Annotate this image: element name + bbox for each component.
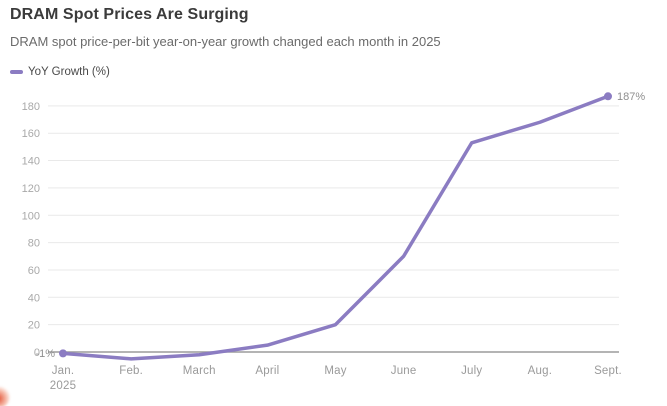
point-value-label: 187%: [617, 91, 645, 103]
point-value-label: -1%: [35, 348, 55, 360]
x-tick-label: Aug.: [528, 365, 552, 377]
yoy-growth-line: [61, 94, 610, 361]
data-point-marker: [604, 92, 612, 101]
x-tick-label: March: [183, 365, 216, 377]
x-tick-label: Sept.: [594, 365, 622, 377]
logo-fragment: [0, 386, 10, 406]
y-tick-label: 60: [28, 265, 40, 277]
legend-label: YoY Growth (%): [28, 66, 110, 78]
y-tick-label: 80: [28, 238, 40, 250]
y-tick-label: 180: [22, 101, 40, 113]
x-tick-label: April: [255, 365, 279, 377]
x-tick-label: Feb.: [119, 365, 143, 377]
y-tick-label: 120: [22, 183, 40, 195]
x-tick-label: May: [324, 365, 346, 377]
data-point-marker: [59, 349, 67, 358]
y-tick-label: 140: [22, 156, 40, 168]
chart-subtitle: DRAM spot price-per-bit year-on-year gro…: [10, 34, 441, 49]
y-tick-label: 160: [22, 128, 40, 140]
x-tick-label: June: [391, 365, 417, 377]
chart-title: DRAM Spot Prices Are Surging: [10, 6, 249, 23]
legend-swatch-icon: [10, 70, 23, 74]
legend: YoY Growth (%): [10, 66, 110, 78]
x-tick-label: Jan.: [52, 365, 75, 377]
x-tick-sublabel: 2025: [50, 380, 76, 392]
x-tick-label: July: [461, 365, 482, 377]
y-tick-label: 20: [28, 320, 40, 332]
y-tick-label: 0: [34, 347, 40, 359]
y-tick-label: 40: [28, 292, 40, 304]
y-tick-label: 100: [22, 210, 40, 222]
